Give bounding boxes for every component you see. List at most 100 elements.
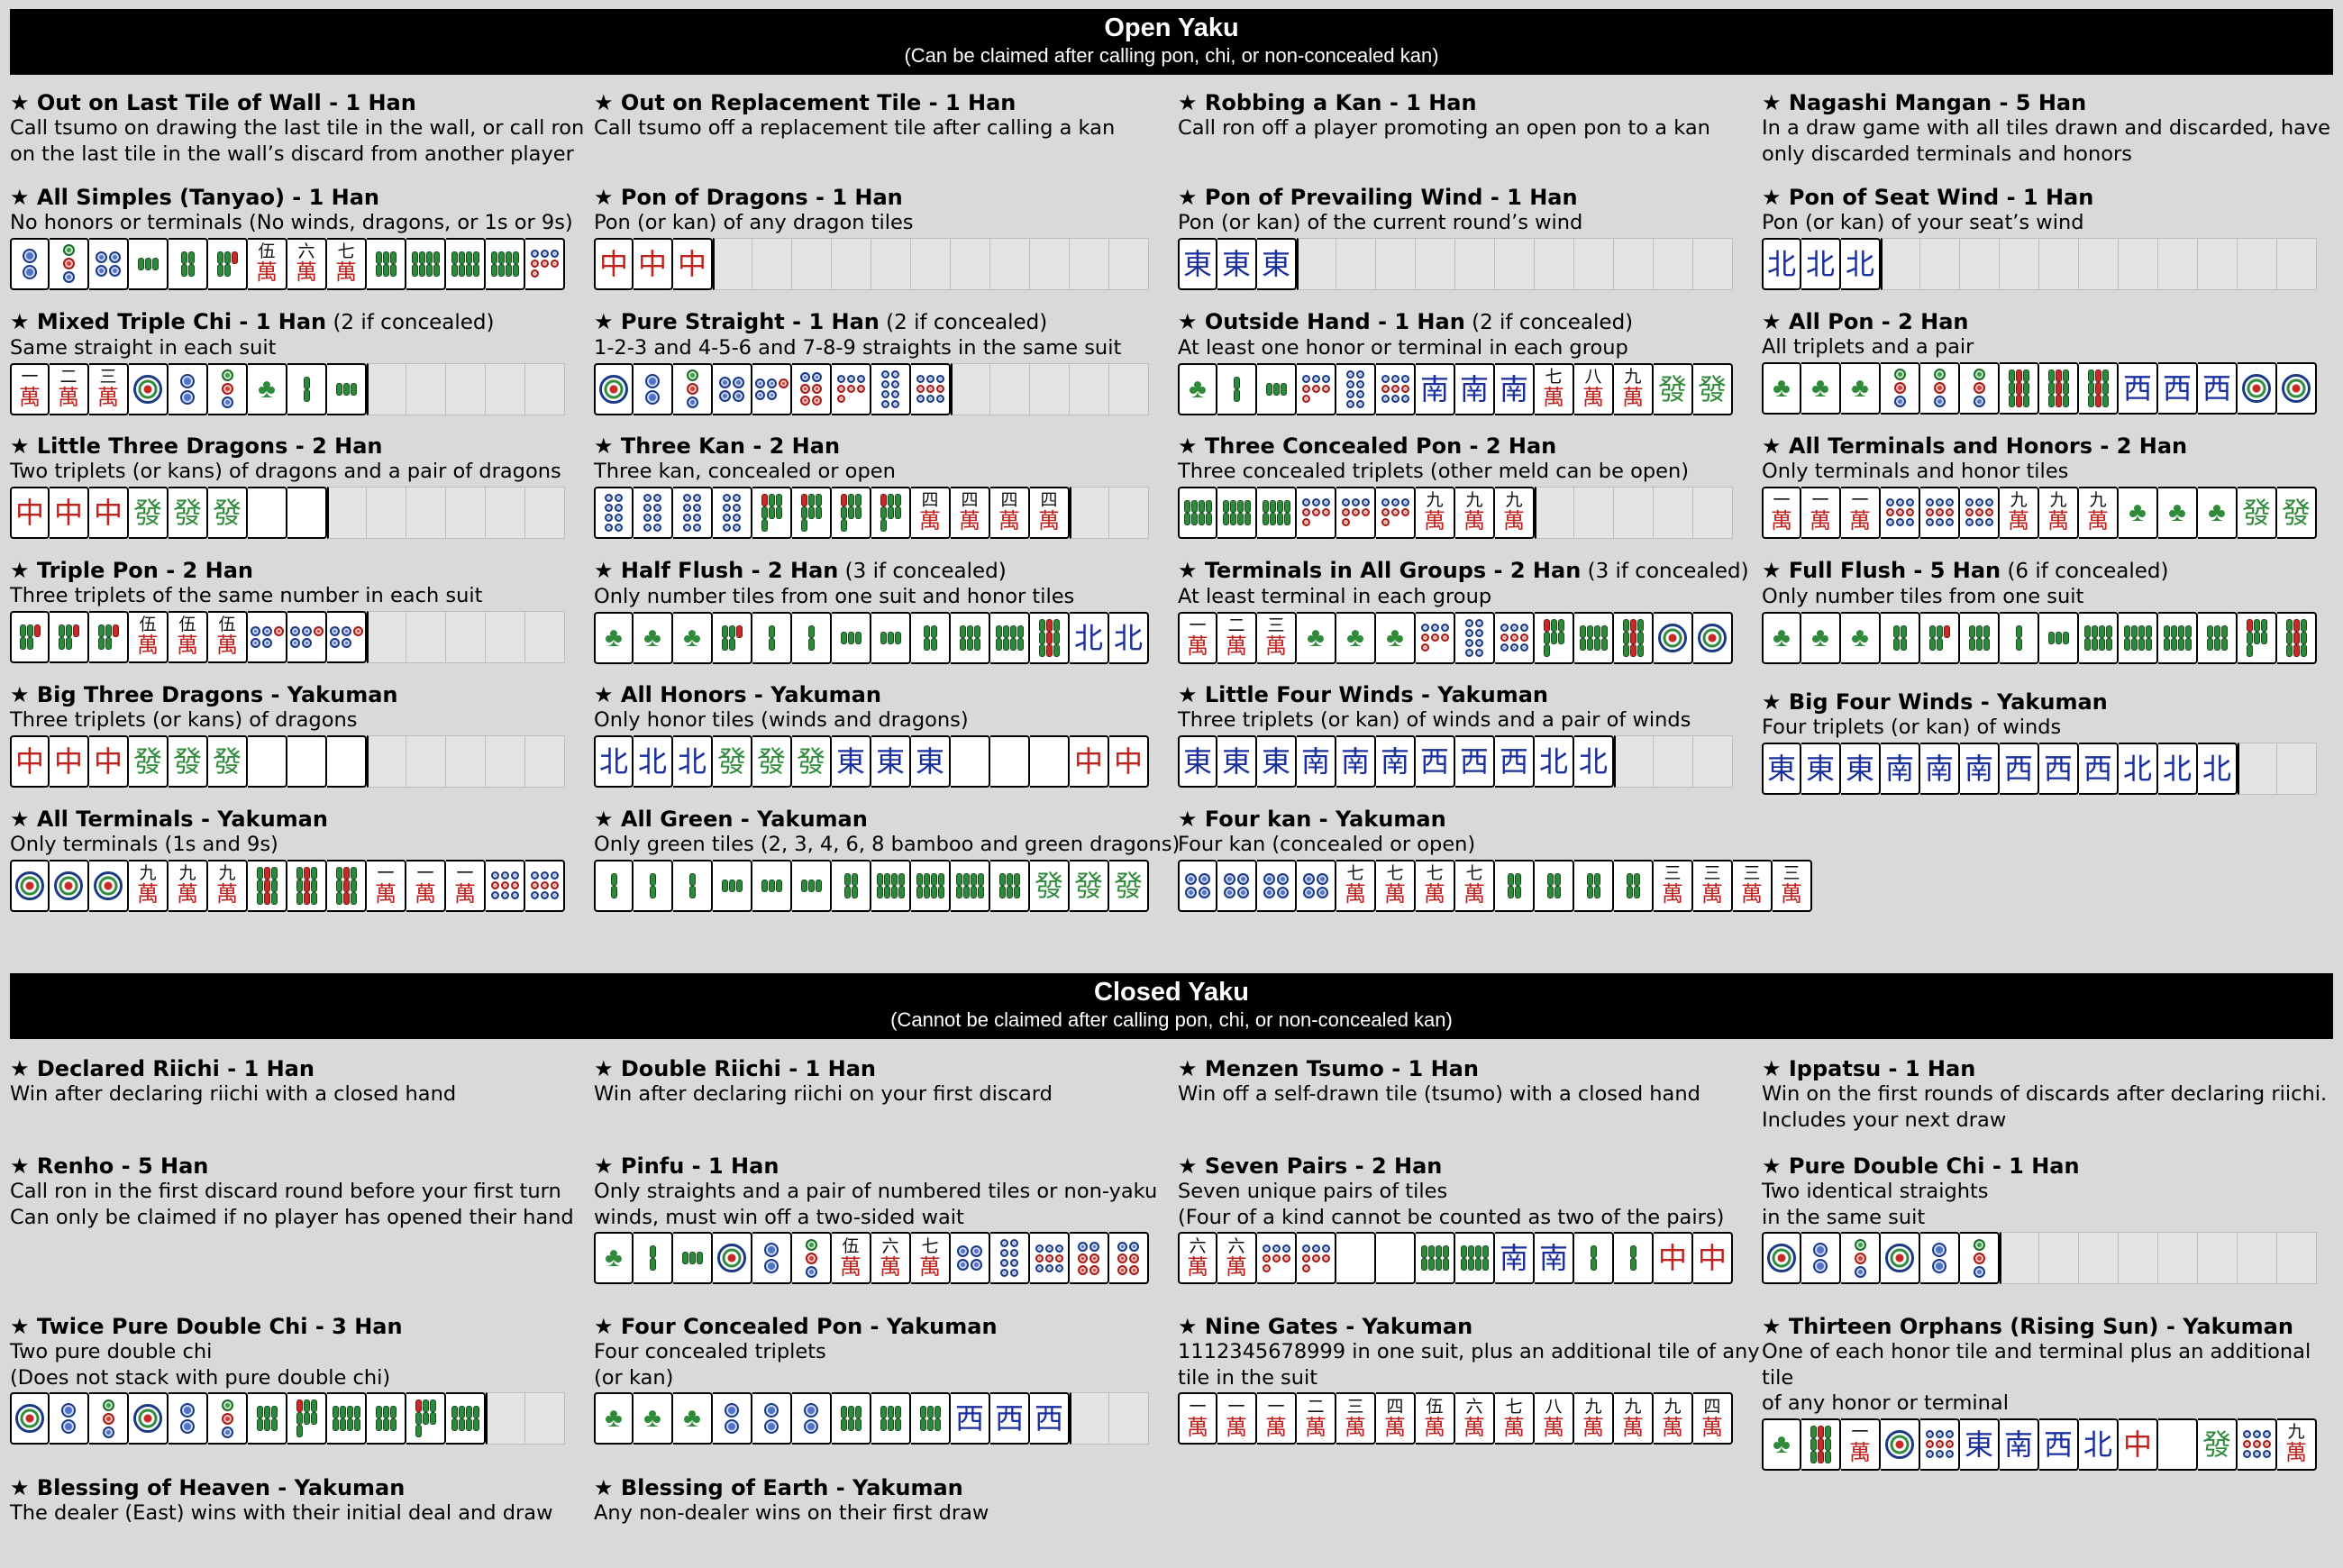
red-dragon-tile: 中 (1109, 734, 1149, 788)
yaku-title: ★ All Green - Yakuman (594, 807, 1180, 832)
yaku-description: Three triplets of the same number in eac… (10, 584, 483, 607)
yaku-description: All triplets and a pair (1762, 335, 1974, 359)
white-dragon-tile (990, 734, 1030, 788)
sou-1-tile: ♣ (2119, 486, 2158, 539)
green-dragon-tile: 發 (129, 486, 169, 539)
sou-6-tile (951, 611, 990, 664)
pin-9-tile (1495, 611, 1535, 664)
empty-tile-slot (446, 734, 486, 788)
yaku-title: ★ Blessing of Heaven - Yakuman (10, 1475, 552, 1500)
empty-tile-slot (1109, 362, 1149, 415)
yaku-name: Three Kan - 2 Han (620, 433, 841, 459)
empty-tile-slot (832, 237, 871, 290)
man-1-tile: 一萬 (1217, 1392, 1257, 1445)
red-dragon-tile: 中 (1693, 1232, 1733, 1284)
yaku-title: ★ Pure Straight - 1 Han (2 if concealed) (594, 309, 1149, 335)
man-2-tile: 二萬 (1297, 1392, 1336, 1445)
pin-2-tile (1920, 1232, 1960, 1284)
man-1-tile: 一萬 (1841, 1418, 1881, 1471)
empty-tile-slot (2198, 237, 2238, 290)
empty-tile-slot (486, 362, 525, 415)
star-icon: ★ (10, 309, 37, 334)
west-wind-tile: 西 (2039, 742, 2079, 795)
sou-2-tile (673, 859, 713, 912)
empty-tile-slot (1960, 237, 2000, 290)
empty-tile-slot (367, 734, 406, 788)
star-icon: ★ (10, 90, 37, 115)
man-7-tile: 七萬 (1495, 1392, 1535, 1445)
star-icon: ★ (10, 1314, 37, 1339)
sou-8-tile (1178, 486, 1217, 539)
yaku-name: All Terminals and Honors - 2 Han (1788, 433, 2188, 459)
sou-4-tile (1881, 611, 1920, 664)
yaku-description: In a draw game with all tiles drawn and … (1762, 116, 2331, 166)
east-wind-tile: 東 (1178, 237, 1217, 290)
pin-4-tile (1297, 859, 1336, 912)
pin-1-tile (1881, 1418, 1920, 1471)
pin-8-tile (990, 1232, 1030, 1284)
yaku-title: ★ Nagashi Mangan - 5 Han (1762, 90, 2330, 115)
open-yaku-banner: Open Yaku (Can be claimed after calling … (10, 9, 2333, 75)
empty-tile-slot (1070, 237, 1109, 290)
red-dragon-tile: 中 (50, 734, 89, 788)
sou-6-tile (871, 1392, 911, 1445)
sou-8-tile (486, 237, 525, 290)
yaku-card: ★ Robbing a Kan - 1 Han Call ron off a pl… (1178, 90, 1710, 141)
empty-tile-slot (1654, 486, 1693, 539)
empty-tile-slot (1654, 734, 1693, 788)
yaku-card: ★ Thirteen Orphans (Rising Sun) - Yakuma… (1762, 1314, 2343, 1471)
north-wind-tile: 北 (2198, 742, 2238, 795)
yaku-title: ★ Ippatsu - 1 Han (1762, 1056, 2327, 1081)
yaku-name: Full Flush - 5 Han (1788, 558, 2001, 583)
star-icon: ★ (1178, 1314, 1205, 1339)
man-8-tile: 八萬 (1574, 362, 1614, 415)
empty-tile-slot (1109, 237, 1149, 290)
sou-1-tile: ♣ (1841, 361, 1881, 415)
example-hand: 中中中 (594, 237, 1149, 290)
north-wind-tile: 北 (2119, 742, 2158, 795)
white-dragon-tile (2158, 1418, 2198, 1471)
example-hand (10, 1392, 565, 1445)
sou-9-tile (287, 859, 327, 912)
banner-title: Closed Yaku (1094, 978, 1249, 1007)
green-dragon-tile: 發 (2238, 486, 2277, 539)
sou-5-tile (89, 610, 129, 663)
south-wind-tile: 南 (1881, 742, 1920, 795)
yaku-card: ★ Mixed Triple Chi - 1 Han (2 if conceal… (10, 309, 565, 415)
empty-tile-slot (911, 237, 951, 290)
star-icon: ★ (1762, 689, 1789, 715)
man-1-tile: 一萬 (1801, 486, 1841, 539)
man-3-tile: 三萬 (1773, 859, 1812, 912)
sou-2-tile (634, 859, 673, 912)
pin-5-tile (327, 610, 367, 663)
example-hand: 北北北 (1762, 237, 2317, 290)
empty-tile-slot (2238, 742, 2277, 795)
pin-2-tile (1801, 1232, 1841, 1284)
example-hand: 一萬二萬三萬 ♣ ♣ ♣ (1178, 611, 1749, 664)
yaku-card: ★ Half Flush - 2 Han (3 if concealed) Onl… (594, 558, 1149, 664)
man-1-tile: 一萬 (1841, 486, 1881, 539)
white-dragon-tile (248, 486, 287, 539)
north-wind-tile: 北 (1801, 237, 1841, 290)
east-wind-tile: 東 (832, 734, 871, 788)
sou-1-tile: ♣ (634, 611, 673, 664)
sou-1-tile: ♣ (1841, 611, 1881, 664)
yaku-card: ★ Declared Riichi - 1 Han Win after decla… (10, 1056, 456, 1108)
man-7-tile: 七萬 (1535, 362, 1574, 415)
yaku-card: ★ Twice Pure Double Chi - 3 Han Two pure … (10, 1314, 565, 1445)
sou-6-tile (367, 1392, 406, 1445)
green-dragon-tile: 發 (752, 734, 792, 788)
yaku-name: Ippatsu - 1 Han (1788, 1056, 1976, 1081)
east-wind-tile: 東 (1217, 734, 1257, 788)
sou-9-tile (1030, 611, 1070, 664)
yaku-card: ★ Blessing of Earth - Yakuman Any non-dea… (594, 1475, 989, 1527)
yaku-title: ★ Four Concealed Pon - Yakuman (594, 1314, 1149, 1339)
banner-subtitle: (Cannot be claimed after calling pon, ch… (890, 1008, 1453, 1031)
yaku-name: All Terminals - Yakuman (36, 807, 328, 832)
east-wind-tile: 東 (1257, 734, 1297, 788)
yaku-card: ★ Full Flush - 5 Han (6 if concealed) Onl… (1762, 558, 2317, 664)
yaku-card: ★ Pon of Dragons - 1 Han Pon (or kan) of … (594, 185, 1149, 290)
south-wind-tile: 南 (1535, 1232, 1574, 1284)
pin-1-tile (2277, 361, 2317, 415)
pin-1-tile (129, 1392, 169, 1445)
